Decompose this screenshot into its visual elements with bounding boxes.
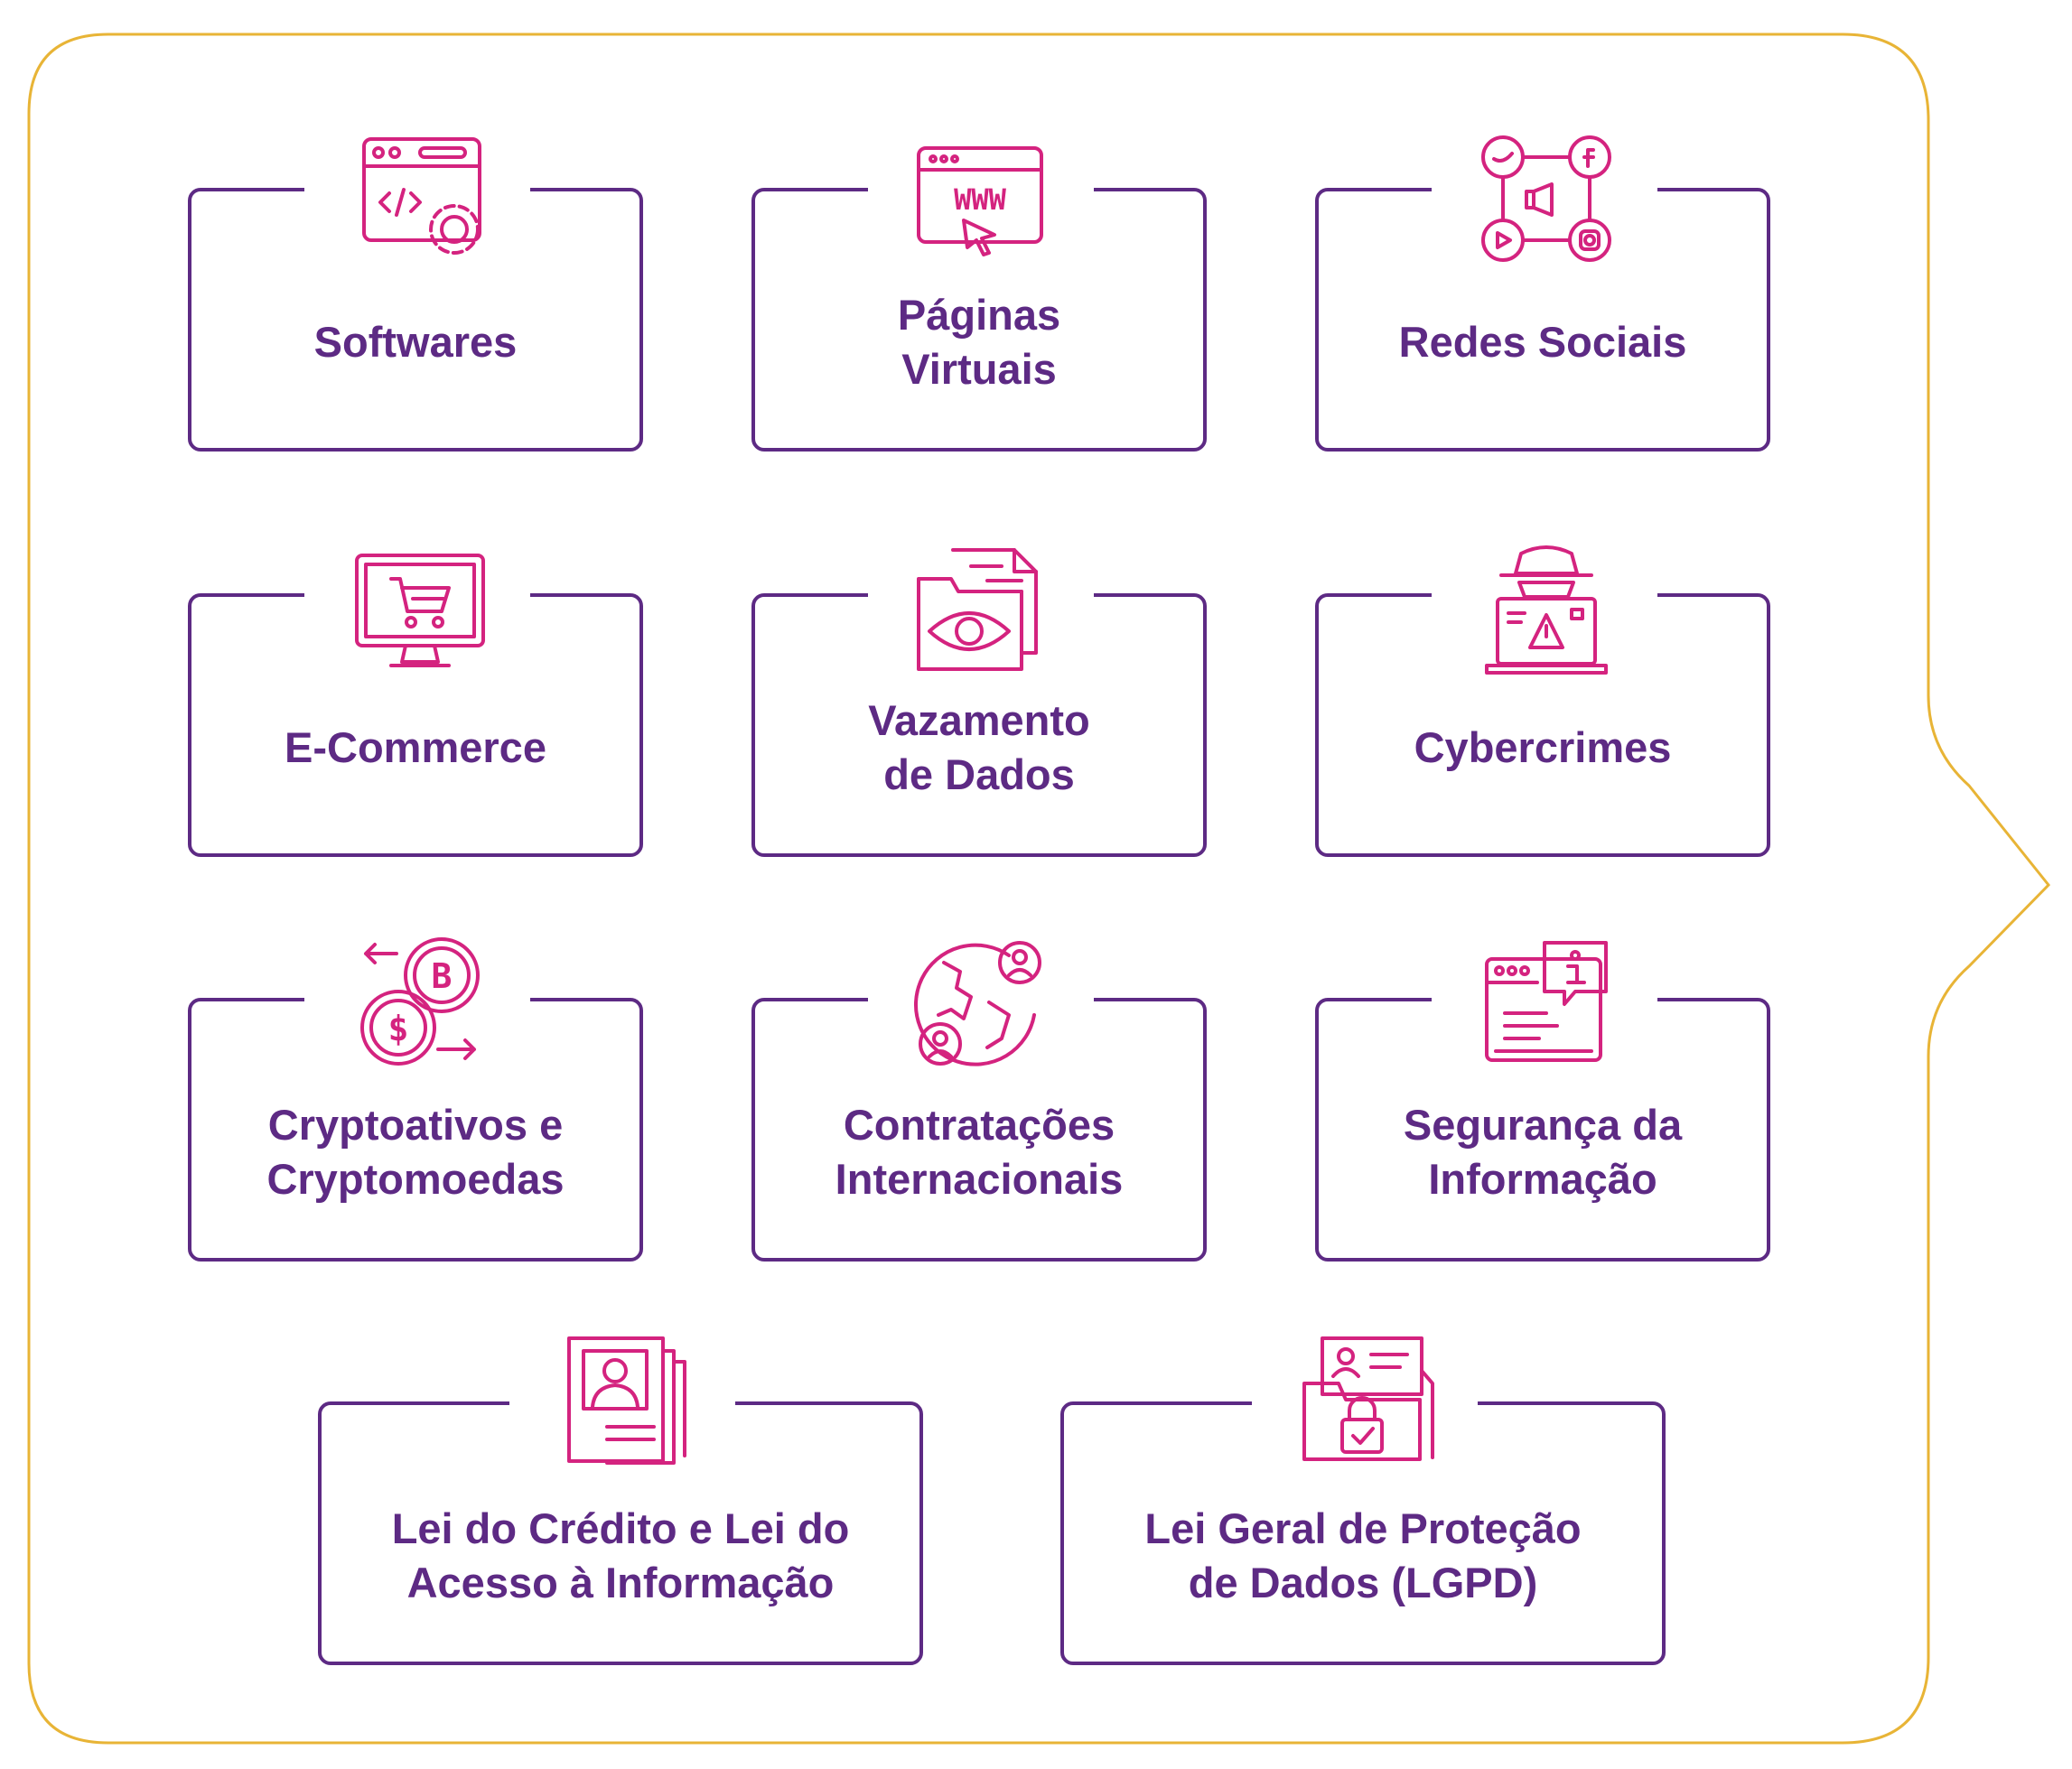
card-paginas-virtuais: Páginas Virtuais [751,184,1207,452]
folder-lock-id-icon [1293,1329,1438,1474]
svg-text:B: B [432,956,453,996]
card-lgpd: Lei Geral de Proteção de Dados (LGPD) [1060,1398,1666,1665]
card-label: Cybercrimes [1414,723,1672,771]
crypto-exchange-icon: B $ [348,932,492,1076]
card-label: Contratações Internacionais [835,1101,1124,1203]
www-browser-cursor-icon: WWW [908,128,1052,273]
card-label: Lei Geral de Proteção de Dados (LGPD) [1144,1504,1582,1606]
hacker-laptop-warning-icon [1474,539,1619,684]
card-label: Lei do Crédito e Lei do Acesso à Informa… [391,1504,850,1606]
browser-info-icon [1474,932,1619,1076]
card-label: Redes Sociais [1398,318,1687,366]
card-e-commerce: E-Commerce [188,590,643,857]
card-seguranca-da-informacao: Segurança da Informação [1315,994,1770,1262]
globe-people-icon [908,932,1052,1076]
card-label: Segurança da Informação [1403,1101,1683,1203]
card-label: Vazamento de Dados [868,696,1090,798]
card-label: Cryptoativos e Cryptomoedas [266,1101,565,1203]
card-contratacoes-internacionais: Contratações Internacionais [751,994,1207,1262]
card-label: E-Commerce [285,723,546,771]
svg-text:WWW: WWW [954,182,1007,217]
card-cybercrimes: Cybercrimes [1315,590,1770,857]
card-label: Softwares [313,318,518,366]
svg-text:$: $ [388,1009,409,1048]
code-window-gear-icon [348,128,492,273]
folder-eye-document-icon [908,539,1052,684]
card-softwares: Softwares [188,184,643,452]
card-redes-sociais: Redes Sociais [1315,184,1770,452]
card-cryptoativos: Cryptoativos e Cryptomoedas [188,994,643,1262]
card-label: Páginas Virtuais [897,291,1061,393]
monitor-shopping-cart-icon [348,539,492,684]
social-network-icon [1474,128,1619,273]
profile-documents-icon [553,1329,697,1474]
card-lei-do-credito: Lei do Crédito e Lei do Acesso à Informa… [318,1398,923,1665]
